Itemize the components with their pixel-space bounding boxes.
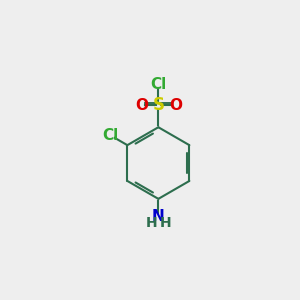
Text: H: H <box>160 216 171 230</box>
Text: N: N <box>152 209 165 224</box>
Text: O: O <box>169 98 182 113</box>
Text: Cl: Cl <box>102 128 119 143</box>
Text: S: S <box>152 96 164 114</box>
Text: O: O <box>135 98 148 113</box>
Text: H: H <box>146 216 157 230</box>
Text: Cl: Cl <box>150 77 167 92</box>
